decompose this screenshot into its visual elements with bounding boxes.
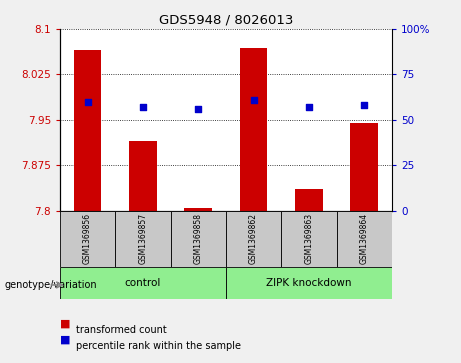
FancyBboxPatch shape [226,211,281,267]
Point [361,102,368,108]
Text: ZIPK knockdown: ZIPK knockdown [266,278,352,288]
Text: transformed count: transformed count [76,325,167,335]
Text: GSM1369864: GSM1369864 [360,213,369,264]
Text: percentile rank within the sample: percentile rank within the sample [76,341,241,351]
Point [139,104,147,110]
Bar [74,50,101,211]
Bar [184,208,212,211]
Point [84,99,91,105]
Text: GSM1369856: GSM1369856 [83,213,92,264]
FancyBboxPatch shape [226,267,392,299]
FancyBboxPatch shape [337,211,392,267]
Bar [240,48,267,211]
FancyBboxPatch shape [281,211,337,267]
Text: GSM1369857: GSM1369857 [138,213,148,264]
Text: GSM1369863: GSM1369863 [304,213,313,264]
Bar [129,141,157,211]
Text: genotype/variation: genotype/variation [5,280,97,290]
Text: ■: ■ [60,319,71,329]
Point [195,106,202,112]
Text: ■: ■ [60,335,71,345]
Text: GSM1369858: GSM1369858 [194,213,203,264]
FancyBboxPatch shape [171,211,226,267]
Bar [295,189,323,211]
Title: GDS5948 / 8026013: GDS5948 / 8026013 [159,13,293,26]
FancyBboxPatch shape [115,211,171,267]
Point [250,97,257,103]
FancyBboxPatch shape [60,211,115,267]
Text: control: control [125,278,161,288]
Point [305,104,313,110]
Bar [350,123,378,211]
FancyBboxPatch shape [60,267,226,299]
Text: GSM1369862: GSM1369862 [249,213,258,264]
